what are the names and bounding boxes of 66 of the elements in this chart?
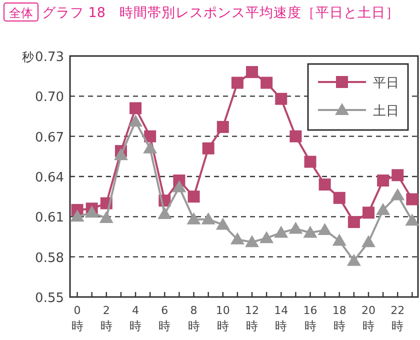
x-tick-label: 18時: [332, 304, 346, 333]
point: [390, 188, 405, 200]
x-tick-label: 10時: [216, 304, 230, 333]
x-tick-label: 8時: [188, 304, 200, 333]
point: [318, 178, 331, 191]
point: [216, 120, 229, 133]
point: [303, 226, 318, 238]
point: [143, 141, 158, 154]
point: [260, 76, 273, 89]
y-tick-label: 0.67: [35, 130, 64, 146]
point: [114, 148, 128, 160]
point: [130, 102, 142, 114]
point: [202, 142, 214, 154]
point: [158, 206, 172, 219]
point: [304, 156, 316, 168]
y-tick-label: 0.64: [35, 170, 64, 186]
point: [406, 193, 418, 206]
point: [230, 232, 244, 244]
point: [274, 226, 288, 238]
y-tick-label: 0.70: [35, 90, 64, 106]
x-tick-label: 0時: [71, 304, 84, 333]
point: [290, 130, 302, 142]
point: [84, 206, 99, 218]
x-tick-label: 22時: [390, 304, 405, 333]
point: [361, 235, 376, 248]
point: [144, 130, 156, 142]
point: [288, 222, 303, 234]
point: [377, 174, 390, 187]
y-tick-label: 0.61: [35, 210, 64, 226]
point: [405, 214, 420, 226]
tag: 全体: [4, 2, 38, 22]
point: [70, 210, 84, 222]
x-tick-label: 2時: [100, 304, 112, 333]
point: [186, 212, 201, 224]
point: [362, 206, 374, 219]
point: [99, 211, 114, 224]
x-tick-label: 6時: [158, 304, 171, 333]
point: [216, 218, 230, 230]
chart-title: グラフ 18 時間帯別レスポンス平均速度［平日と土日］: [42, 5, 400, 21]
y-tick-label: 0.73: [35, 50, 64, 65]
point: [346, 254, 361, 266]
point: [188, 190, 200, 203]
point: [333, 192, 346, 204]
point: [245, 235, 260, 248]
x-tick-label: 14時: [274, 304, 288, 333]
y-tick-label: 0.58: [35, 250, 64, 266]
y-tick-label: 0.55: [35, 291, 64, 306]
point: [318, 223, 332, 236]
y-axis-title: 秒: [22, 50, 34, 64]
point: [392, 169, 404, 182]
point: [172, 180, 186, 192]
x-tick-label: 20時: [361, 304, 376, 333]
point: [231, 76, 244, 89]
point: [348, 216, 360, 228]
point: [128, 114, 143, 127]
x-tick-label: 4時: [130, 304, 142, 333]
point: [376, 202, 390, 215]
point: [332, 234, 346, 246]
x-tick-label: 16時: [303, 304, 318, 333]
x-tick-label: 12時: [245, 304, 260, 333]
point: [275, 92, 288, 105]
point: [246, 66, 258, 78]
point: [260, 231, 274, 244]
point: [201, 212, 216, 224]
legend-label: 平日: [373, 76, 399, 91]
legend-label: 土日: [373, 104, 399, 119]
